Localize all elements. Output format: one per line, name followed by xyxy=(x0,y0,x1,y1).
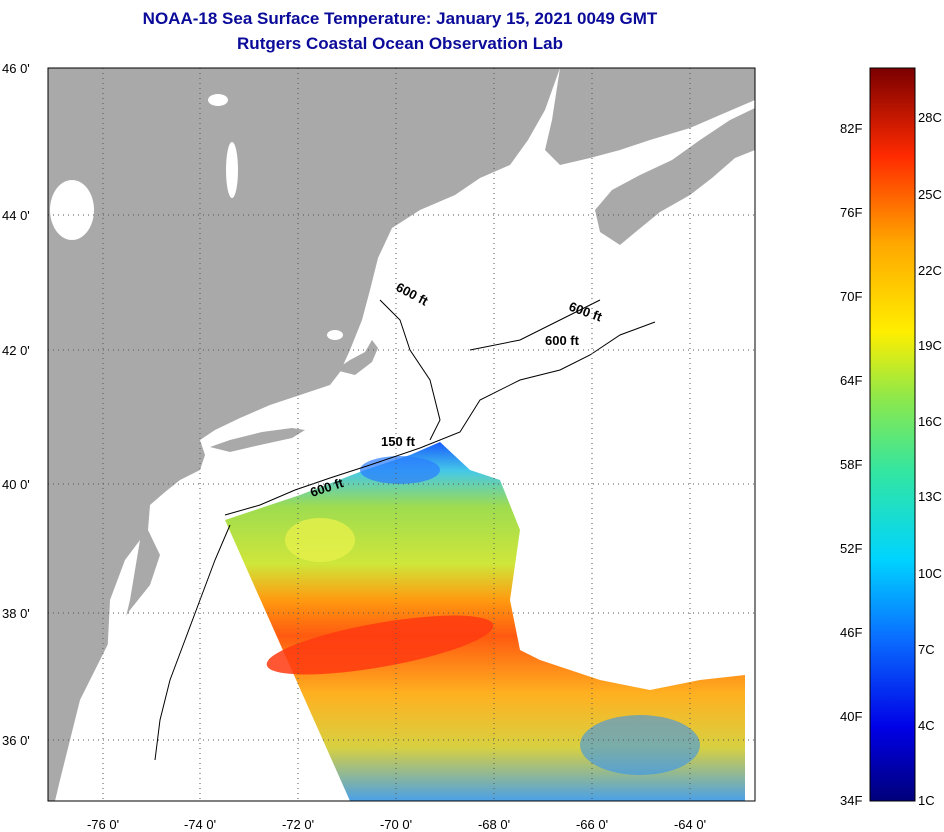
colorbar-c-label: 28C xyxy=(918,110,942,125)
colorbar-c-label: 4C xyxy=(918,718,935,733)
colorbar-c-label: 10C xyxy=(918,566,942,581)
colorbar-f-label: 64F xyxy=(840,373,862,388)
colorbar-f-label: 52F xyxy=(840,541,862,556)
colorbar-c-label: 16C xyxy=(918,414,942,429)
nova-scotia-land xyxy=(595,108,755,245)
colorbar-c-label: 13C xyxy=(918,489,942,504)
latitude-axis: 46 0' 44 0' 42 0' 40 0' 38 0' 36 0' xyxy=(2,61,30,748)
lon-tick-label: -70 0' xyxy=(380,817,412,832)
lon-tick-label: -64 0' xyxy=(674,817,706,832)
lat-tick-label: 42 0' xyxy=(2,343,30,358)
colorbar-celsius-labels: 28C 25C 22C 19C 16C 13C 10C 7C 4C 1C xyxy=(918,110,942,808)
colorbar-f-label: 40F xyxy=(840,709,862,724)
lat-tick-label: 46 0' xyxy=(2,61,30,76)
lon-tick-label: -66 0' xyxy=(576,817,608,832)
colorbar-f-label: 46F xyxy=(840,625,862,640)
cool-shelf-anomaly xyxy=(285,518,355,562)
longitude-axis: -76 0' -74 0' -72 0' -70 0' -68 0' -66 0… xyxy=(87,817,706,832)
lon-tick-label: -74 0' xyxy=(184,817,216,832)
colorbar-c-label: 19C xyxy=(918,338,942,353)
colorbar-c-label: 25C xyxy=(918,187,942,202)
colorbar-f-label: 76F xyxy=(840,205,862,220)
contour-label: 150 ft xyxy=(381,434,416,449)
lon-tick-label: -72 0' xyxy=(282,817,314,832)
map-title: NOAA-18 Sea Surface Temperature: January… xyxy=(142,9,658,28)
offshore-cool-patch xyxy=(580,715,700,775)
colorbar-f-label: 70F xyxy=(840,289,862,304)
map-plot-area xyxy=(48,68,755,801)
colorbar-fahrenheit-labels: 82F 76F 70F 64F 58F 52F 46F 40F 34F xyxy=(840,121,862,808)
shelf-cold-water xyxy=(360,456,440,484)
us-mainland-land xyxy=(48,68,560,801)
lon-tick-label: -76 0' xyxy=(87,817,119,832)
colorbar-c-label: 1C xyxy=(918,793,935,808)
inland-water xyxy=(50,94,343,700)
colorbar xyxy=(869,67,916,802)
cape-cod-land xyxy=(335,340,378,375)
lat-tick-label: 36 0' xyxy=(2,733,30,748)
map-frame xyxy=(47,67,756,802)
lat-tick-label: 40 0' xyxy=(2,477,30,492)
colorbar-f-label: 34F xyxy=(840,793,862,808)
contour-label: 600 ft xyxy=(545,333,580,348)
lat-tick-label: 44 0' xyxy=(2,208,30,223)
colorbar-f-label: 82F xyxy=(840,121,862,136)
colorbar-c-label: 7C xyxy=(918,642,935,657)
long-island-land xyxy=(210,428,305,452)
warm-core-anomaly xyxy=(266,615,494,675)
colorbar-c-label: 22C xyxy=(918,263,942,278)
new-brunswick-land xyxy=(545,68,755,165)
bathymetry-contours xyxy=(154,299,656,761)
graticule xyxy=(48,68,755,801)
lon-tick-label: -68 0' xyxy=(478,817,510,832)
lat-tick-label: 38 0' xyxy=(2,606,30,621)
map-subtitle: Rutgers Coastal Ocean Observation Lab xyxy=(237,34,563,53)
colorbar-f-label: 58F xyxy=(840,457,862,472)
